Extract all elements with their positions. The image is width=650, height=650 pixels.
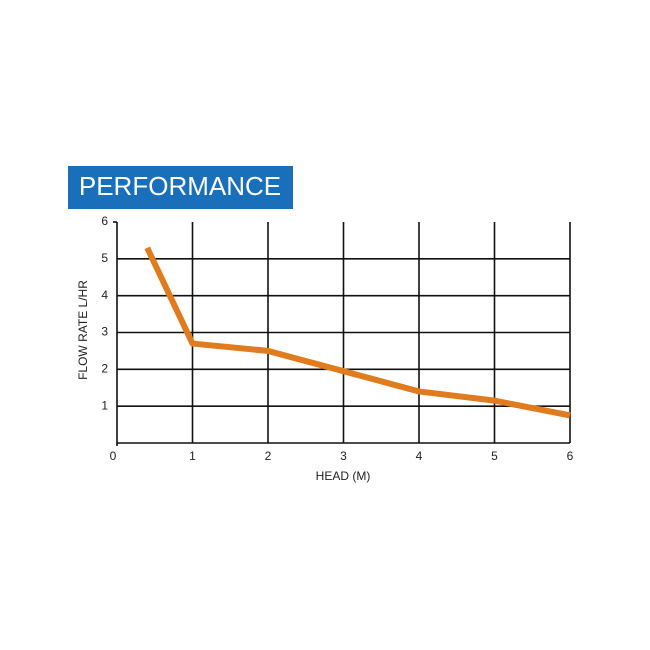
x-tick-label: 3 <box>340 449 347 463</box>
y-tick-label: 6 <box>101 214 108 228</box>
y-tick-label: 5 <box>101 251 108 265</box>
y-tick-label: 3 <box>101 325 108 339</box>
x-tick-label: 2 <box>265 449 272 463</box>
data-line <box>144 246 571 419</box>
chart-title: PERFORMANCE <box>79 171 281 201</box>
x-tick-label: 4 <box>416 449 423 463</box>
y-axis-label: FLOW RATE L/HR <box>76 280 90 380</box>
x-tick-label: 6 <box>567 449 574 463</box>
x-tick-label: 0 <box>110 449 117 463</box>
title-box <box>68 166 293 209</box>
x-tick-label: 5 <box>491 449 498 463</box>
y-tick-label: 4 <box>101 288 108 302</box>
x-axis-label: HEAD (M) <box>316 469 371 483</box>
y-tick-label: 1 <box>101 398 108 412</box>
x-tick-label: 1 <box>189 449 196 463</box>
y-tick-label: 2 <box>101 362 108 376</box>
